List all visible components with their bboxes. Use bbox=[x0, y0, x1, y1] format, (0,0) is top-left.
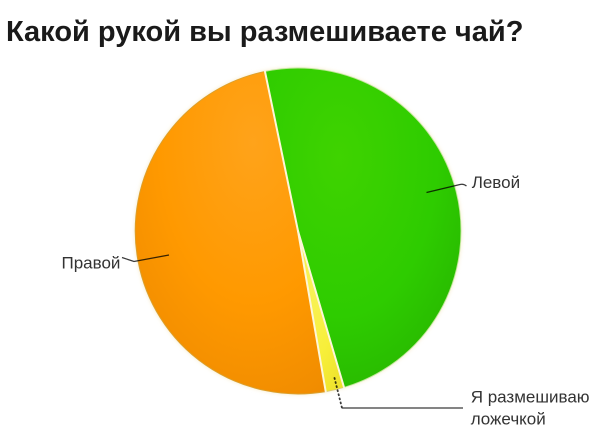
svg-text:Правой: Правой bbox=[62, 254, 121, 273]
svg-text:Левой: Левой bbox=[472, 173, 520, 192]
svg-text:Я размешиваю: Я размешиваю bbox=[471, 388, 590, 407]
svg-text:ложечкой: ложечкой bbox=[471, 410, 546, 429]
